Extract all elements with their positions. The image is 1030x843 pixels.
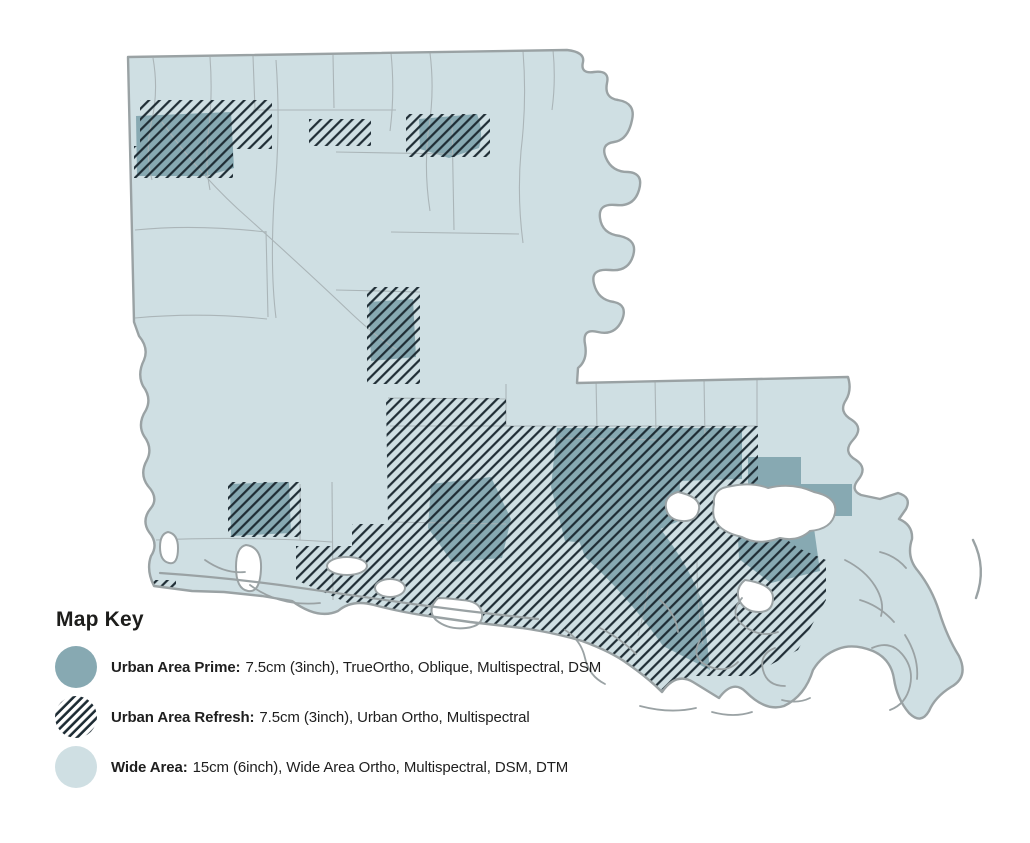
refresh-region-south-large — [296, 398, 826, 700]
map-key-row-wide-area: Wide Area: 15cm (6inch), Wide Area Ortho,… — [54, 745, 774, 789]
lake-maurepas — [664, 490, 701, 523]
refresh-region-central — [367, 287, 420, 384]
refresh-region-northcentral — [406, 114, 490, 157]
map-key-description: 7.5cm (3inch), TrueOrtho, Oblique, Multi… — [245, 658, 602, 676]
map-key-row-urban-refresh: Urban Area Refresh: 7.5cm (3inch), Urban … — [54, 695, 774, 739]
refresh-region-north-small — [309, 119, 371, 146]
wide-area-swatch-icon — [55, 746, 97, 788]
map-key-text: Urban Area Prime: 7.5cm (3inch), TrueOrth… — [111, 659, 601, 676]
urban-area-refresh-regions — [134, 100, 826, 700]
map-key-label: Wide Area: — [111, 758, 188, 776]
urban-prime-swatch-icon — [55, 646, 97, 688]
little-lake — [736, 578, 775, 614]
lakes — [158, 483, 837, 630]
urban-refresh-swatch-icon — [55, 696, 97, 738]
map-key-description: 7.5cm (3inch), Urban Ortho, Multispectra… — [259, 708, 530, 726]
map-key-row-urban-prime: Urban Area Prime: 7.5cm (3inch), TrueOrth… — [54, 645, 774, 689]
white-lake — [326, 556, 368, 576]
lake-pontchartrain — [712, 483, 837, 543]
map-key-text: Wide Area: 15cm (6inch), Wide Area Ortho,… — [111, 759, 568, 776]
calcasieu-lake — [234, 543, 263, 593]
sabine-lake — [158, 530, 180, 565]
refresh-region-southwest — [228, 482, 301, 537]
map-key-label: Urban Area Prime: — [111, 658, 241, 676]
map-key-text: Urban Area Refresh: 7.5cm (3inch), Urban … — [111, 709, 530, 726]
map-key: Map Key Urban Area Prime: 7.5cm (3inch), … — [54, 608, 774, 795]
map-key-description: 15cm (6inch), Wide Area Ortho, Multispec… — [192, 758, 569, 776]
map-key-label: Urban Area Refresh: — [111, 708, 255, 726]
grand-lake — [374, 578, 406, 598]
refresh-region-northwest — [134, 100, 272, 178]
prime-region-northshore-west — [748, 457, 801, 488]
map-key-title: Map Key — [56, 608, 144, 631]
